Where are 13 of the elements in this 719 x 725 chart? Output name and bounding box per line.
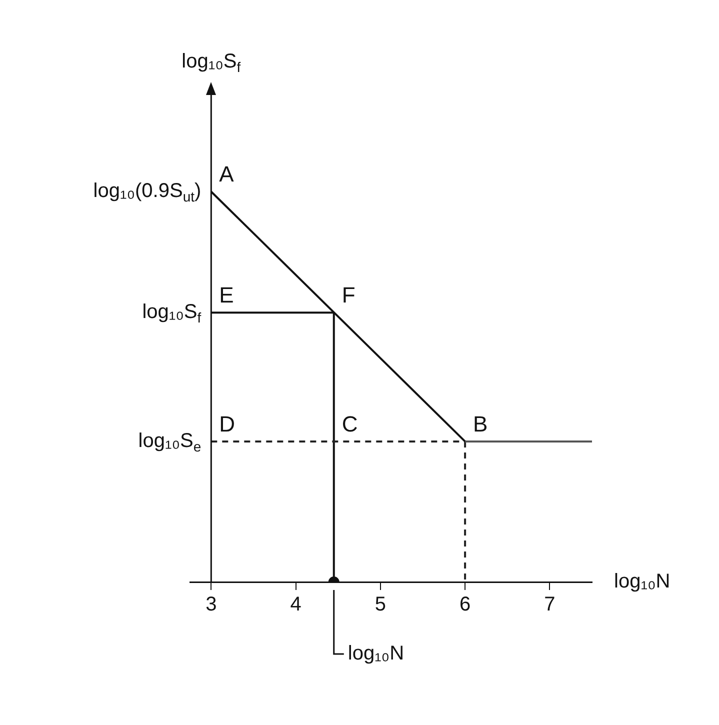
- x-tick-label: 7: [544, 594, 556, 616]
- annotation: A: [219, 162, 234, 187]
- x-axis-title: log₁₀N: [614, 570, 670, 593]
- annotation: D: [219, 412, 236, 437]
- annotation: log₁₀N: [348, 642, 404, 665]
- x-tick-label: 3: [206, 594, 217, 616]
- x-tick-label: 4: [290, 594, 302, 616]
- annotation: B: [473, 412, 488, 437]
- x-tick-label: 5: [374, 594, 386, 616]
- x-tick-label: 6: [459, 594, 471, 616]
- annotation: C: [342, 412, 358, 437]
- annotation: F: [342, 282, 356, 308]
- annotation: E: [219, 282, 234, 308]
